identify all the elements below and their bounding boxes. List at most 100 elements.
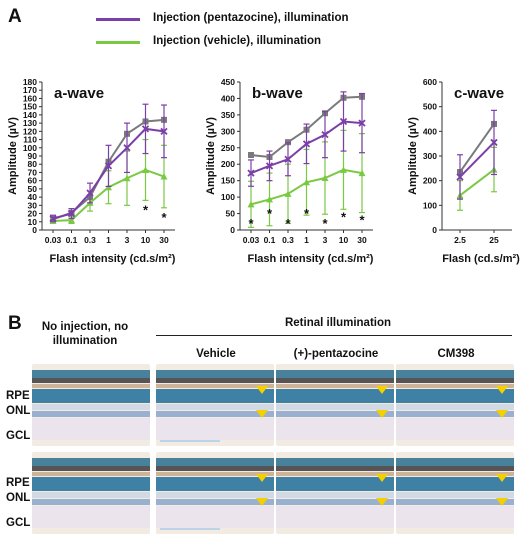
tissue-layer: [32, 472, 150, 476]
x-tick-label: 0.03: [45, 235, 62, 245]
data-point: [49, 214, 57, 223]
y-tick-label: 100: [23, 143, 37, 153]
data-point: [285, 139, 291, 146]
series-line: [459, 141, 495, 178]
chart-title: c-wave: [454, 85, 504, 102]
y-tick-label: 120: [23, 126, 37, 136]
tissue-layer: [156, 506, 274, 528]
data-point: [67, 209, 76, 218]
scale-bar: [160, 528, 220, 530]
arrow-icon: [376, 386, 388, 394]
x-tick-label: 0.3: [282, 235, 294, 245]
tissue-layer: [156, 418, 274, 440]
erg-charts: 0102030405060708090100110120130140150160…: [7, 77, 520, 265]
row1-labels: RPE ONL GCL: [6, 389, 30, 444]
tissue-layer: [396, 477, 514, 491]
tissue-layer: [156, 458, 274, 466]
header-pentazocine: (+)-pentazocine: [293, 348, 379, 360]
tissue-layer: [276, 466, 394, 471]
significance-star: *: [304, 206, 310, 221]
arrow-icon: [376, 498, 388, 506]
tissue-layer: [396, 458, 514, 466]
retina-section: [396, 364, 514, 446]
tissue-layer: [156, 477, 274, 491]
data-point: [247, 169, 255, 177]
retina-section: [32, 452, 150, 534]
x-tick-label: 10: [141, 235, 151, 245]
retina-section: [156, 364, 274, 446]
data-point: [358, 119, 366, 127]
y-tick-label: 300: [423, 151, 437, 161]
data-point: [321, 130, 329, 139]
y-tick-label: 40: [28, 192, 38, 202]
header-cm398: CM398: [437, 348, 475, 360]
data-point: [247, 200, 255, 208]
significance-star: *: [341, 209, 347, 224]
legend-line-pentazocine: [96, 18, 140, 21]
x-tick-label: 1: [106, 235, 111, 245]
retina-section: [276, 364, 394, 446]
y-tick-label: 170: [23, 85, 37, 95]
data-point: [265, 162, 274, 170]
tissue-layer: [276, 477, 394, 491]
header-vehicle: Vehicle: [196, 348, 236, 360]
legend-label-pentazocine: Injection (pentazocine), illumination: [153, 12, 349, 24]
series-line: [459, 168, 495, 197]
tissue-layer: [396, 418, 514, 440]
arrow-icon: [376, 410, 388, 418]
tissue-layer: [276, 506, 394, 528]
y-tick-label: 0: [32, 225, 37, 235]
tissue-layer: [396, 411, 514, 417]
tissue-layer: [396, 472, 514, 476]
y-tick-label: 50: [226, 209, 236, 219]
data-point: [142, 166, 149, 173]
significance-star: *: [267, 206, 273, 221]
series-line: [459, 123, 495, 173]
tissue-layer: [32, 411, 150, 417]
arrow-icon: [496, 474, 508, 482]
tissue-layer: [32, 492, 150, 498]
arrow-icon: [256, 498, 268, 506]
tissue-layer: [32, 389, 150, 403]
y-tick-label: 110: [23, 135, 37, 145]
y-tick-label: 400: [221, 93, 235, 103]
tissue-layer: [32, 506, 150, 528]
label-gcl: GCL: [6, 430, 31, 442]
retina-section: [396, 452, 514, 534]
x-axis-label: Flash intensity (cd.s/m²): [248, 253, 374, 265]
tissue-layer: [276, 384, 394, 388]
x-tick-label: 25: [489, 235, 499, 245]
tissue-layer: [276, 418, 394, 440]
y-tick-label: 10: [28, 217, 38, 227]
data-point: [284, 155, 292, 163]
tissue-layer: [156, 499, 274, 505]
tissue-layer: [276, 378, 394, 383]
y-tick-label: 200: [423, 176, 437, 186]
tissue-layer: [396, 389, 514, 403]
y-axis-label: Amplitude (µV): [205, 117, 217, 195]
tissue-layer: [396, 466, 514, 471]
y-tick-label: 90: [28, 151, 38, 161]
tissue-layer: [276, 492, 394, 498]
label-rpe: RPE: [6, 477, 30, 489]
y-tick-label: 150: [221, 176, 235, 186]
tissue-layer: [156, 378, 274, 383]
data-point: [160, 173, 168, 180]
tissue-layer: [396, 404, 514, 410]
y-tick-label: 160: [23, 93, 37, 103]
tissue-layer: [276, 411, 394, 417]
chart-title: a-wave: [54, 85, 104, 102]
tissue-layer: [32, 404, 150, 410]
y-tick-label: 0: [432, 225, 437, 235]
data-point: [339, 117, 348, 126]
data-point: [266, 195, 273, 203]
data-point: [490, 138, 498, 147]
y-tick-label: 130: [23, 118, 37, 128]
data-point: [303, 178, 310, 186]
y-axis-label: Amplitude (µV): [407, 117, 419, 195]
tissue-layer: [156, 411, 274, 417]
retina-section: [32, 364, 150, 446]
tissue-layer: [156, 472, 274, 476]
arrow-icon: [256, 474, 268, 482]
x-tick-label: 1: [304, 235, 309, 245]
